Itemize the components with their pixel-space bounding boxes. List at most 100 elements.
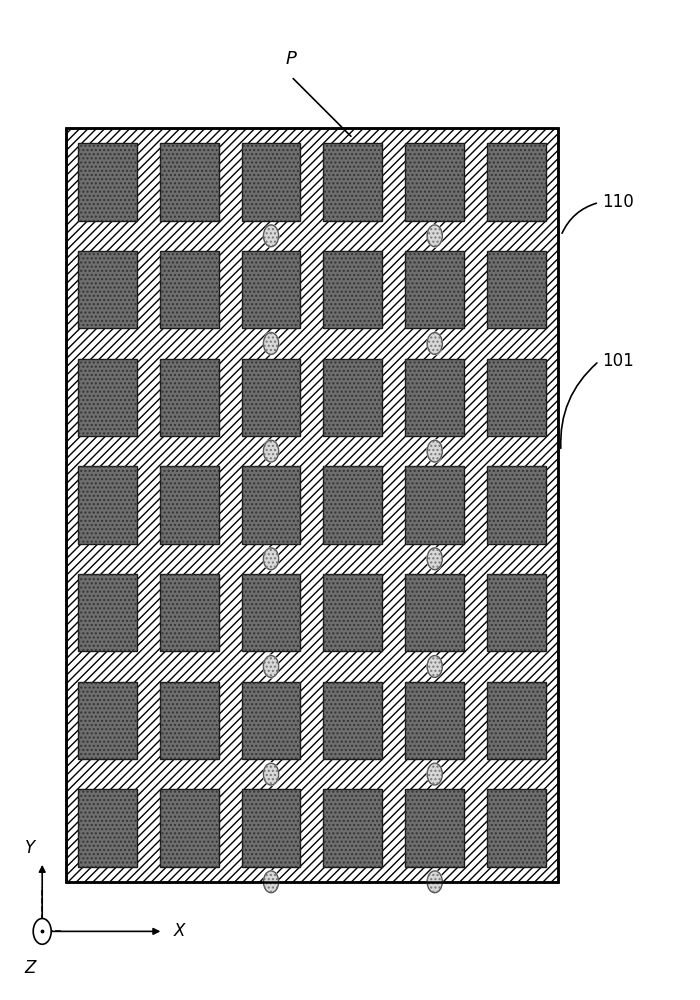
Bar: [78, 682, 136, 759]
Bar: [323, 251, 382, 328]
Bar: [323, 359, 382, 436]
Bar: [160, 466, 218, 544]
Text: Z: Z: [24, 959, 36, 977]
Bar: [160, 466, 218, 544]
Bar: [487, 789, 546, 867]
Bar: [160, 466, 218, 544]
Bar: [160, 682, 218, 759]
Bar: [405, 359, 464, 436]
Bar: [487, 359, 546, 436]
Bar: [487, 789, 546, 867]
Bar: [487, 574, 546, 651]
Circle shape: [426, 331, 443, 355]
Bar: [241, 251, 300, 328]
Bar: [323, 574, 382, 651]
Bar: [78, 143, 136, 221]
Bar: [241, 466, 300, 544]
Bar: [160, 251, 218, 328]
Bar: [241, 789, 300, 867]
Text: Y: Y: [25, 839, 35, 857]
Bar: [487, 682, 546, 759]
Circle shape: [427, 656, 442, 677]
Bar: [487, 574, 546, 651]
Bar: [405, 789, 464, 867]
Bar: [78, 251, 136, 328]
Bar: [323, 682, 382, 759]
Bar: [241, 574, 300, 651]
Bar: [487, 574, 546, 651]
Circle shape: [262, 762, 279, 786]
Bar: [78, 143, 136, 221]
Circle shape: [262, 547, 279, 571]
Bar: [160, 574, 218, 651]
Bar: [323, 359, 382, 436]
Bar: [241, 251, 300, 328]
Circle shape: [263, 440, 279, 462]
Bar: [241, 251, 300, 328]
Circle shape: [426, 224, 443, 248]
Bar: [160, 359, 218, 436]
Bar: [160, 789, 218, 867]
Bar: [323, 574, 382, 651]
Bar: [487, 143, 546, 221]
Bar: [78, 682, 136, 759]
Text: X: X: [174, 922, 185, 940]
Bar: [405, 682, 464, 759]
Bar: [241, 574, 300, 651]
Bar: [78, 359, 136, 436]
Bar: [78, 466, 136, 544]
Bar: [160, 143, 218, 221]
Bar: [78, 789, 136, 867]
Bar: [160, 789, 218, 867]
Bar: [160, 574, 218, 651]
Bar: [487, 466, 546, 544]
Bar: [323, 359, 382, 436]
Bar: [66, 128, 557, 882]
Bar: [241, 574, 300, 651]
Bar: [78, 574, 136, 651]
Bar: [78, 251, 136, 328]
Bar: [405, 251, 464, 328]
Bar: [405, 789, 464, 867]
Text: 101: 101: [603, 352, 634, 370]
Bar: [241, 143, 300, 221]
Bar: [323, 143, 382, 221]
Bar: [487, 251, 546, 328]
Bar: [405, 682, 464, 759]
Bar: [487, 682, 546, 759]
Bar: [323, 574, 382, 651]
Bar: [241, 682, 300, 759]
Bar: [160, 574, 218, 651]
Bar: [323, 682, 382, 759]
Circle shape: [427, 440, 442, 462]
Bar: [323, 789, 382, 867]
Bar: [487, 682, 546, 759]
Bar: [323, 251, 382, 328]
Circle shape: [426, 547, 443, 571]
Bar: [241, 359, 300, 436]
Bar: [241, 682, 300, 759]
Bar: [405, 359, 464, 436]
Bar: [78, 682, 136, 759]
Bar: [241, 143, 300, 221]
Bar: [78, 359, 136, 436]
Bar: [405, 466, 464, 544]
Circle shape: [426, 762, 443, 786]
Bar: [405, 143, 464, 221]
Bar: [66, 128, 557, 882]
Bar: [487, 359, 546, 436]
Bar: [241, 359, 300, 436]
Bar: [405, 574, 464, 651]
Bar: [160, 359, 218, 436]
Bar: [323, 251, 382, 328]
Bar: [241, 143, 300, 221]
Bar: [160, 251, 218, 328]
Bar: [405, 466, 464, 544]
Bar: [78, 251, 136, 328]
Circle shape: [262, 331, 279, 355]
Bar: [78, 466, 136, 544]
Circle shape: [426, 439, 443, 463]
Bar: [323, 466, 382, 544]
Circle shape: [263, 656, 279, 677]
Bar: [160, 682, 218, 759]
